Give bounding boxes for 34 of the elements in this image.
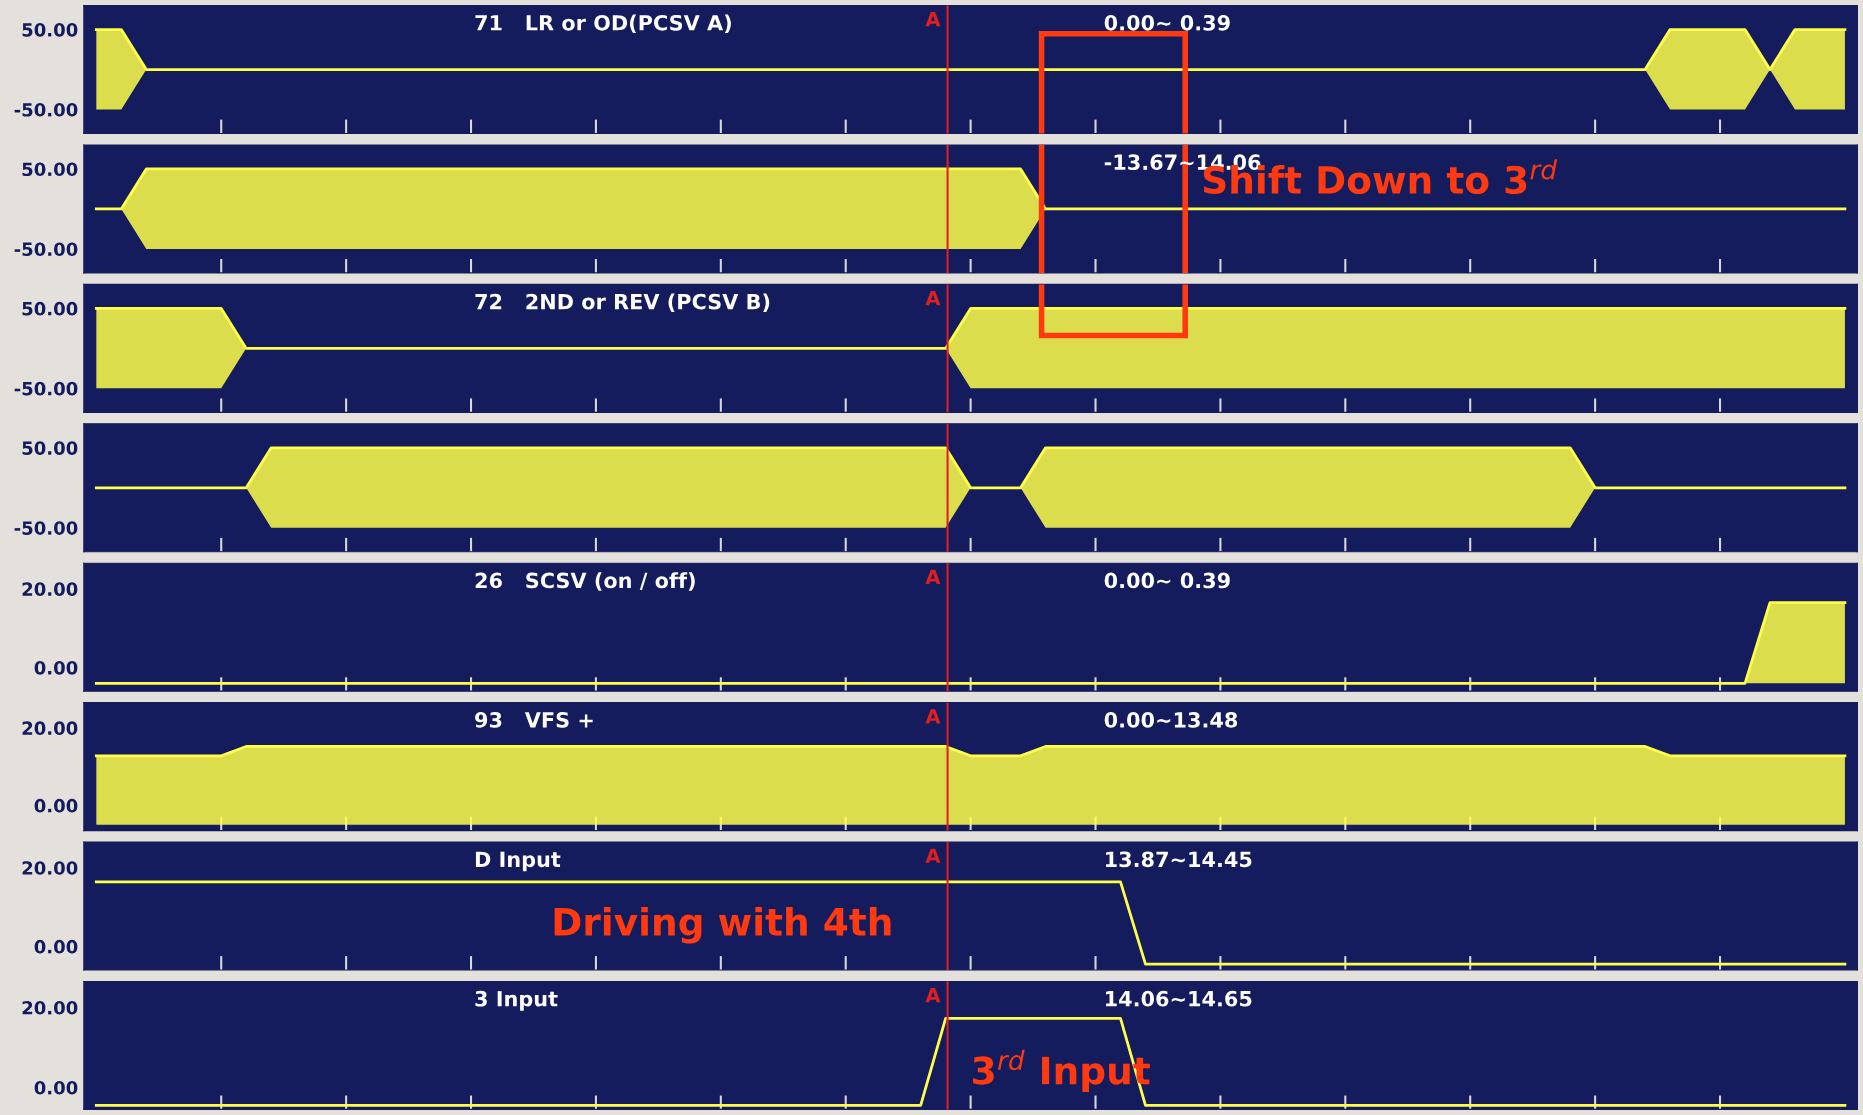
y-tick-label: 50.00 (22, 23, 78, 37)
chart-title: 3 Input (475, 990, 558, 1011)
y-tick-label: 20.00 (22, 1000, 78, 1015)
chart-subtitle: 0.00∼ 0.39 (1104, 572, 1230, 589)
y-tick-label: 20.00 (22, 582, 78, 596)
chart-title: 72 2ND or REV (PCSV B) (475, 293, 770, 312)
y-tick-label: -50.00 (14, 102, 78, 117)
chart-subtitle: 0.00∼13.48 (1104, 712, 1238, 728)
chart-title: 93 VFS + (475, 712, 593, 728)
y-tick-label: 20.00 (22, 861, 78, 875)
annotation: A (925, 290, 941, 306)
y-tick-label: -50.00 (14, 521, 78, 535)
y-tick-label: -50.00 (14, 242, 78, 257)
y-tick-label: -50.00 (14, 381, 78, 396)
annotation: A (925, 569, 941, 584)
chart-title: 71 LR or OD(PCSV A) (475, 14, 731, 34)
chart-subtitle: 14.06∼14.65 (1105, 990, 1252, 1007)
chart-subtitle: 13.87∼14.45 (1105, 851, 1252, 868)
y-tick-label: 50.00 (22, 301, 78, 316)
chart-title: 26 SCSV (on / off) (475, 572, 695, 591)
chart-title: D Input (475, 851, 561, 872)
y-tick-label: 0.00 (34, 798, 78, 813)
y-tick-label: 20.00 (22, 721, 78, 735)
y-tick-label: 0.00 (34, 661, 78, 675)
annotation: A (925, 709, 941, 724)
y-tick-label: 0.00 (34, 1080, 78, 1095)
annotation: A (925, 848, 941, 863)
annotation: A (925, 12, 941, 27)
y-tick-label: 50.00 (22, 441, 78, 455)
y-tick-label: 0.00 (34, 939, 78, 954)
annotation: Driving with 4th (554, 906, 891, 944)
annotation: A (925, 988, 941, 1003)
chart-subtitle: 0.00∼ 0.39 (1104, 14, 1230, 31)
y-tick-label: 50.00 (22, 162, 78, 177)
